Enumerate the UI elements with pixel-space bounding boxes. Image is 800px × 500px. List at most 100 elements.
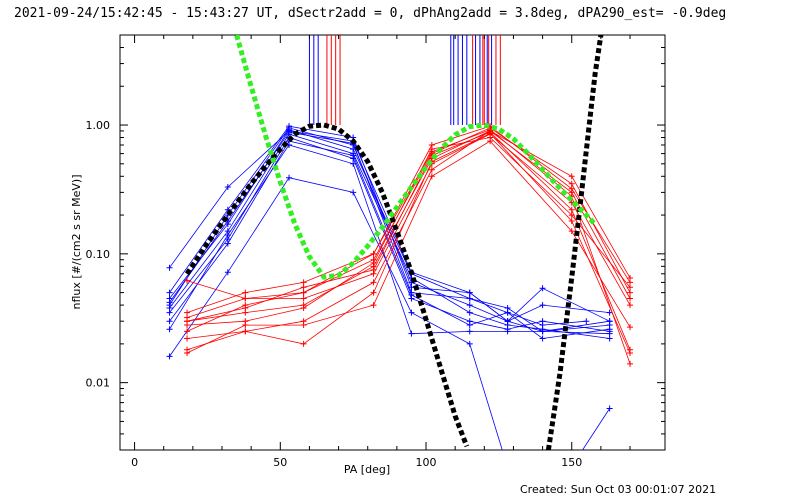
blue-series-10 — [582, 408, 610, 450]
red-point-9-1 — [242, 328, 249, 335]
red-point-8-4 — [428, 148, 435, 155]
blue-point-7-7 — [539, 328, 546, 335]
blue-point-4-0 — [166, 309, 173, 316]
red-point-8-2 — [300, 279, 307, 286]
blue-point-6-4 — [408, 291, 415, 298]
blue-point-7-4 — [408, 330, 415, 337]
blue-point-9-3 — [350, 189, 357, 196]
blue-point-2-7 — [539, 302, 546, 309]
created-timestamp: Created: Sun Oct 03 00:01:07 2021 — [520, 483, 716, 496]
blue-point-6-7 — [539, 335, 546, 342]
red-point-5-1 — [242, 295, 249, 302]
red-point-3-3 — [370, 259, 377, 266]
red-point-7-0 — [184, 318, 191, 325]
blue-series-group — [166, 123, 613, 470]
blue-point-8-1 — [224, 184, 231, 191]
red-series-7 — [186, 131, 631, 350]
red-point-5-2 — [300, 289, 307, 296]
blue-point-7-5 — [466, 328, 473, 335]
x-axis-label: PA [deg] — [344, 463, 390, 476]
red-point-8-7 — [627, 360, 634, 367]
blue-point-8-0 — [166, 264, 173, 271]
red-series-1 — [186, 127, 631, 332]
red-point-4-6 — [568, 173, 575, 180]
blue-point-5-5 — [466, 295, 473, 302]
red-series-9 — [186, 133, 631, 354]
red-point-5-4 — [428, 141, 435, 148]
blue-point-2-8 — [606, 309, 613, 316]
blue-point-5-0 — [166, 299, 173, 306]
blue-point-9-4 — [408, 309, 415, 316]
red-point-6-7 — [627, 324, 634, 331]
x-tick-label: 100 — [416, 456, 437, 469]
blue-point-9-1 — [224, 269, 231, 276]
y-tick-label: 0.01 — [86, 377, 111, 390]
blue-point-9-6 — [505, 464, 511, 470]
blue-point-6-5 — [466, 322, 473, 329]
x-tick-label: 150 — [561, 456, 582, 469]
red-point-8-1 — [242, 289, 249, 296]
red-point-3-2 — [300, 304, 307, 311]
black-dotted-curve-1 — [545, 35, 604, 450]
red-series-5 — [186, 125, 631, 299]
blue-point-7-0 — [166, 326, 173, 333]
blue-point-7-3 — [350, 160, 357, 167]
red-series-3 — [186, 137, 631, 326]
red-point-1-7 — [627, 289, 634, 296]
red-point-5-6 — [568, 185, 575, 192]
x-tick-label: 0 — [131, 456, 138, 469]
red-point-7-1 — [242, 304, 249, 311]
red-point-2-7 — [627, 302, 634, 309]
red-point-0-7 — [627, 295, 634, 302]
red-point-7-3 — [370, 266, 377, 273]
black-dotted-curves — [184, 35, 604, 450]
red-point-9-6 — [568, 217, 575, 224]
red-point-8-3 — [370, 250, 377, 257]
y-tick-label: 0.10 — [86, 248, 111, 261]
red-point-2-2 — [300, 295, 307, 302]
blue-series-1 — [169, 127, 610, 332]
blue-point-7-1 — [224, 232, 231, 239]
x-tick-label: 50 — [273, 456, 287, 469]
blue-point-6-1 — [224, 240, 231, 247]
red-point-9-3 — [370, 289, 377, 296]
red-point-8-0 — [184, 309, 191, 316]
red-point-6-4 — [428, 173, 435, 180]
red-point-1-6 — [568, 180, 575, 187]
plot-frame — [119, 34, 666, 451]
blue-series-4 — [169, 137, 610, 332]
red-point-9-0 — [184, 346, 191, 353]
red-point-9-5 — [487, 130, 494, 137]
red-point-4-0 — [184, 335, 191, 342]
blue-point-6-6 — [504, 309, 511, 316]
green-dotted-curve — [234, 35, 597, 280]
red-point-1-0 — [184, 328, 191, 335]
red-series-2 — [186, 133, 631, 318]
red-point-6-3 — [370, 302, 377, 309]
red-point-6-6 — [568, 228, 575, 235]
blue-point-6-0 — [166, 318, 173, 325]
red-point-5-7 — [627, 279, 634, 286]
y-axis-label: nflux [#/(cm2 s sr MeV)] — [70, 175, 83, 310]
red-point-9-7 — [627, 349, 634, 356]
blue-point-8-8 — [606, 318, 613, 325]
blue-point-7-6 — [504, 328, 511, 335]
red-point-6-5 — [487, 138, 494, 145]
axes-ticks: 0 50 100 150 0.01 0.10 1.00 — [86, 34, 665, 469]
red-point-7-6 — [568, 206, 575, 213]
green-dotted-curve-path — [234, 35, 597, 280]
blue-point-1-5 — [466, 302, 473, 309]
red-point-5-0 — [184, 277, 191, 284]
blue-point-9-0 — [166, 353, 173, 360]
blue-point-7-8 — [606, 330, 613, 337]
blue-point-9-5 — [466, 340, 473, 347]
top-marker-lines — [308, 35, 501, 125]
blue-point-2-0 — [166, 289, 173, 296]
red-series-6 — [186, 140, 631, 354]
black-dotted-curve-0 — [184, 122, 470, 448]
blue-point-6-3 — [350, 152, 357, 159]
blue-point-3-5 — [466, 309, 473, 316]
red-point-6-2 — [300, 322, 307, 329]
blue-point-10-1 — [606, 405, 613, 412]
